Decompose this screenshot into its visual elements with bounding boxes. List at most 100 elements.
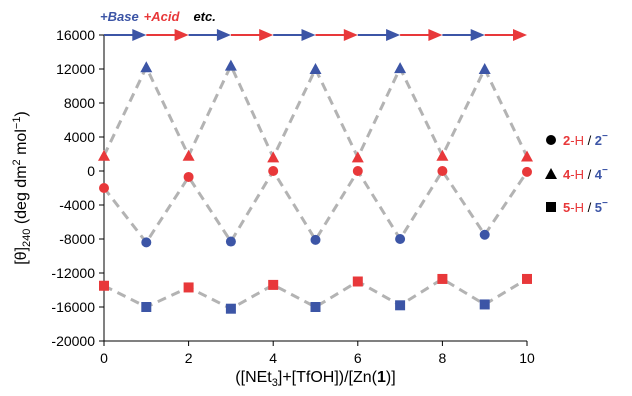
etc-label: etc. — [193, 9, 215, 24]
dashed-guide-lines — [102, 62, 529, 311]
y-axis-label-part: 240 — [21, 229, 33, 247]
legend-a-suffix: -H — [570, 200, 584, 215]
arrow-head — [132, 29, 147, 41]
legend-a-suffix: -H — [570, 167, 584, 182]
series-1-point — [183, 171, 194, 182]
series-2-point — [351, 151, 364, 163]
x-axis-label-part: )] — [386, 369, 396, 386]
y-tick-label: 4000 — [64, 129, 95, 145]
arrow-head — [470, 29, 485, 41]
y-tick-label: -4000 — [59, 197, 95, 213]
arrow-head — [216, 29, 231, 41]
y-axis-label-part: ) — [13, 111, 30, 116]
arrow-head — [174, 29, 189, 41]
y-axis-label-part: (deg dm — [13, 165, 30, 228]
x-axis-label-part: ([NEt — [235, 369, 272, 386]
series-1-point — [225, 236, 236, 247]
x-tick-label: 4 — [269, 350, 277, 366]
series-1-point — [352, 166, 363, 176]
legend-sep: / — [584, 167, 595, 182]
y-axis-label-part: [θ] — [13, 247, 30, 265]
x-axis-label-part: 1 — [377, 369, 386, 386]
series-1-point — [479, 229, 490, 240]
x-axis-label: ([NEt3]+[TfOH])/[Zn(1)] — [235, 369, 395, 389]
y-axis-label-part: mol — [13, 129, 30, 159]
series-2-dashed-line — [102, 62, 529, 161]
data-markers — [98, 59, 533, 314]
arrow-head — [428, 29, 443, 41]
series-3-point — [99, 280, 109, 291]
x-tick-label: 8 — [439, 350, 447, 366]
series-1-point — [310, 234, 321, 245]
series-3-point — [395, 300, 406, 311]
legend-a: 5 — [563, 200, 570, 215]
series-3-dashed-line — [103, 277, 528, 311]
series-1-point — [395, 234, 406, 244]
legend-marker-circle — [546, 135, 556, 145]
series-1-point — [141, 237, 152, 248]
legend-b: 2 — [595, 133, 602, 148]
x-tick-label: 0 — [100, 350, 108, 366]
x-tick-label: 6 — [354, 350, 362, 366]
series-1-point — [437, 166, 448, 176]
series-2-point — [521, 150, 533, 162]
y-axis-label-part: −1 — [11, 117, 23, 130]
y-tick-label: -12000 — [51, 265, 95, 281]
arrow-head — [386, 29, 401, 41]
series-2-point — [224, 59, 237, 71]
top-annotation: +Base +Acid etc. — [100, 9, 216, 24]
x-tick-label: 2 — [185, 350, 193, 366]
arrow-head — [513, 29, 527, 41]
top-arrows — [104, 29, 527, 41]
legend-sep: / — [584, 200, 595, 215]
legend-marker-triangle — [545, 168, 557, 179]
legend-entry: 5-H / 5− — [563, 198, 608, 215]
series-2-point — [98, 149, 110, 161]
x-tick-label: 10 — [519, 350, 535, 366]
legend-b-sup: − — [602, 165, 608, 176]
arrow-head — [301, 29, 316, 41]
series-1-point — [522, 166, 532, 177]
axes: 16000 12000 8000 4000 0 -4000 -8000 -12000 -1600… — [51, 27, 535, 366]
legend-b-sup: − — [602, 131, 608, 142]
y-tick-label: 0 — [87, 163, 95, 179]
y-tick-label: 16000 — [56, 27, 95, 43]
series-2-point — [140, 61, 153, 73]
y-tick-label: -20000 — [51, 333, 95, 349]
series-2-point — [182, 149, 195, 161]
series-3-point — [225, 303, 236, 314]
y-tick-label: 12000 — [56, 61, 95, 77]
series-1-dashed-line — [102, 168, 529, 245]
series-3-point — [268, 279, 279, 290]
series-2-point — [267, 151, 280, 163]
acid-label: +Acid — [144, 9, 181, 24]
legend-a-suffix: -H — [570, 133, 584, 148]
series-3-point — [479, 299, 490, 310]
series-3-point — [183, 282, 194, 293]
x-axis-label-part: ]+[TfOH])/[Zn( — [278, 369, 378, 386]
legend-a: 2 — [563, 133, 570, 148]
legend-marker-square — [546, 202, 556, 212]
y-axis-label: [θ]240 (deg dm2 mol−1) — [11, 111, 33, 265]
series-3-point — [352, 276, 363, 287]
legend-entry: 4-H / 4− — [563, 165, 608, 182]
series-2-point — [436, 149, 449, 161]
series-3-point — [141, 302, 152, 312]
y-axis-label-part: 2 — [11, 159, 23, 165]
series-3-point — [310, 302, 321, 312]
legend-b-sup: − — [602, 198, 608, 209]
series-1-point — [99, 183, 109, 193]
axis-labels: +Base +Acid etc. ([NEt3]+[TfOH])/[Zn(1)] [θ]… — [11, 9, 396, 389]
legend-b: 4 — [595, 167, 603, 182]
series-2-point — [394, 62, 407, 74]
legend-a: 4 — [563, 167, 571, 182]
base-label: +Base — [100, 9, 139, 24]
legend-b: 5 — [595, 200, 602, 215]
series-2-point — [478, 63, 491, 74]
series-3-point — [522, 273, 532, 284]
y-tick-label: -16000 — [51, 299, 95, 315]
series-3-point — [437, 273, 448, 284]
y-tick-label: 8000 — [64, 95, 95, 111]
arrow-head — [259, 29, 274, 41]
